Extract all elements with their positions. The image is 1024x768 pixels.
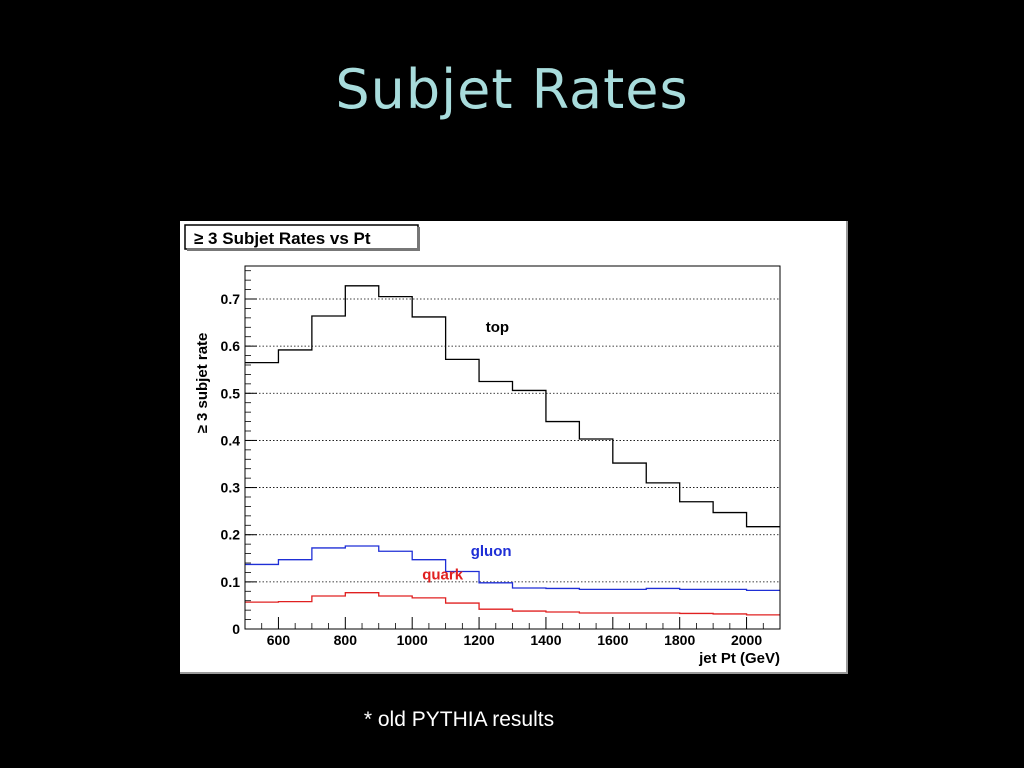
- series-gluon-line: [245, 545, 780, 591]
- plot-border: [244, 265, 781, 630]
- series-layer: top gluon quark: [245, 285, 780, 616]
- x-tick-label: 1200: [463, 632, 494, 648]
- series-quark-line: [245, 592, 780, 616]
- labels-layer: 0 0.1 0.2 0.3 0.4 0.5 0.6 0.7 600 800 1000 1200 1400…: [221, 291, 763, 648]
- x-tick-label: 1800: [664, 632, 695, 648]
- x-tick-label: 1000: [397, 632, 428, 648]
- series-label-top: top: [486, 319, 509, 336]
- y-tick-label: 0.7: [221, 291, 241, 307]
- chart-title-box: ≥ 3 Subjet Rates vs Pt: [184, 224, 420, 251]
- footnote: * old PYTHIA results: [363, 708, 555, 731]
- grid-layer: [245, 298, 780, 583]
- y-tick-label: 0.5: [221, 385, 241, 401]
- slide-title: Subjet Rates: [335, 58, 689, 121]
- y-tick-label: 0: [232, 621, 240, 637]
- histogram-chart: top gluon quark 0 0.1 0.2 0.3 0.4 0.5 0.6 0.7 600 8…: [184, 224, 781, 667]
- x-tick-label: 1600: [597, 632, 628, 648]
- x-tick-label: 1400: [530, 632, 561, 648]
- y-tick-label: 0.1: [221, 574, 241, 590]
- x-tick-label: 600: [267, 632, 291, 648]
- series-label-gluon: gluon: [471, 543, 512, 560]
- chart-title: ≥ 3 Subjet Rates vs Pt: [194, 229, 371, 248]
- x-tick-label: 800: [334, 632, 358, 648]
- series-label-quark: quark: [422, 567, 464, 584]
- plot-frame: top gluon quark 0 0.1 0.2 0.3 0.4 0.5 0.6 0.7 600 8…: [180, 221, 848, 674]
- ticks-layer: [244, 270, 781, 630]
- y-axis-label: ≥ 3 subjet rate: [194, 333, 211, 434]
- y-tick-label: 0.6: [221, 338, 241, 354]
- x-tick-label: 2000: [731, 632, 762, 648]
- y-tick-label: 0.3: [221, 480, 241, 496]
- y-tick-label: 0.2: [221, 527, 241, 543]
- series-top-line: [245, 285, 780, 528]
- x-axis-label: jet Pt (GeV): [698, 650, 780, 667]
- y-tick-label: 0.4: [221, 432, 241, 448]
